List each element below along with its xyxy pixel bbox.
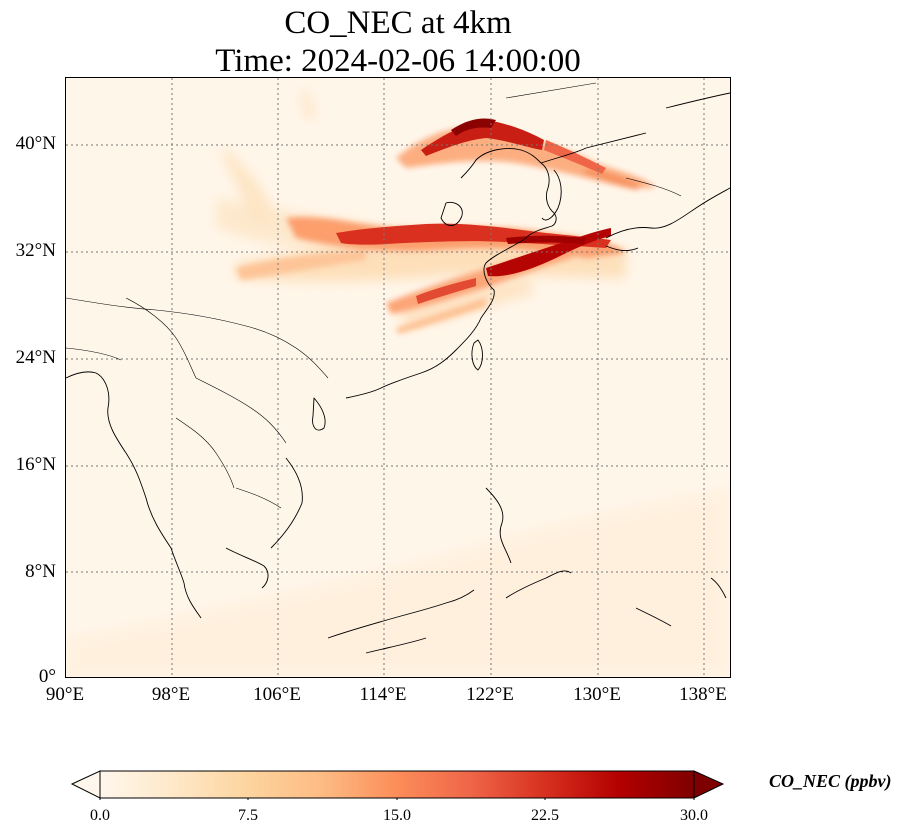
colorbar-tick-0: 0.0 (90, 807, 110, 824)
colorbar (70, 770, 725, 800)
map-title-time: Time: 2024-02-06 14:00:00 (215, 43, 581, 79)
colorbar-tick-15: 15.0 (383, 807, 411, 824)
lon-label-130e: 130°E (573, 684, 621, 705)
lat-label-40n: 40°N (15, 133, 56, 154)
map-panel (65, 77, 731, 678)
lat-label-16n: 16°N (15, 454, 56, 475)
colorbar-tick-22-5: 22.5 (531, 807, 559, 824)
lat-label-0: 0° (38, 666, 56, 687)
lon-label-98e: 98°E (151, 684, 191, 705)
lon-label-138e: 138°E (679, 684, 727, 705)
lat-label-32n: 32°N (15, 240, 56, 261)
lon-label-106e: 106°E (253, 684, 301, 705)
lon-label-122e: 122°E (466, 684, 514, 705)
lon-label-90e: 90°E (45, 684, 85, 705)
graticule (66, 78, 730, 677)
country-borders (66, 82, 682, 509)
colorbar-max-extend (693, 770, 725, 799)
lat-label-8n: 8°N (25, 561, 56, 582)
plume-layer-strong (336, 118, 611, 304)
concentration-map (66, 78, 730, 677)
lon-label-114e: 114°E (359, 684, 407, 705)
colorbar-gradient (99, 770, 695, 799)
colorbar-label: CO_NEC (ppbv) (769, 771, 892, 791)
colorbar-tick-7-5: 7.5 (238, 807, 258, 824)
colorbar-tick-30: 30.0 (680, 807, 708, 824)
map-title-variable: CO_NEC at 4km (284, 5, 512, 41)
coastlines (66, 92, 730, 654)
lat-label-24n: 24°N (15, 347, 56, 368)
colorbar-min-extend (70, 770, 101, 799)
